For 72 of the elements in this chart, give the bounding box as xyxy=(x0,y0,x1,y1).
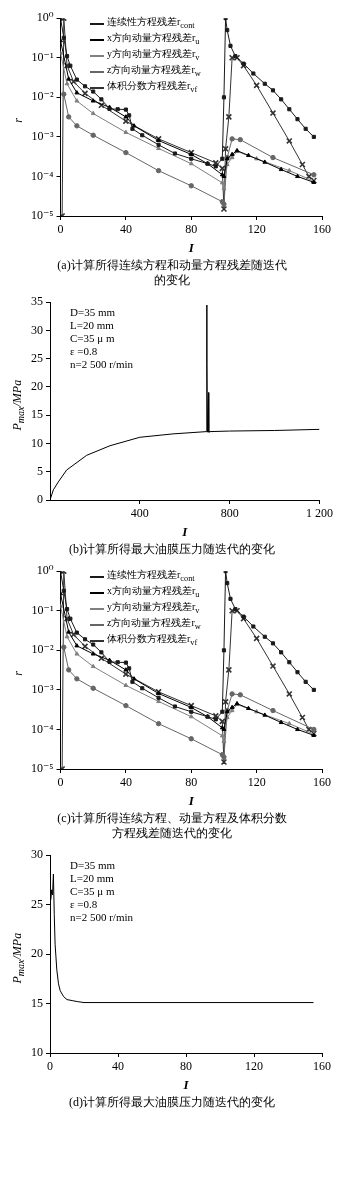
x-tick-label: 0 xyxy=(57,775,64,790)
annotation: D=35 mm xyxy=(70,859,116,872)
legend-label: 体积分数方程残差r$_{vf}$ xyxy=(107,633,198,649)
legend-label: 连续性方程残差r$_{cont}$ xyxy=(107,569,195,585)
legend-label: z方向动量方程残差r$_{w}$ xyxy=(107,617,201,633)
legend-label: y方向动量方程残差r$_{v}$ xyxy=(107,601,200,617)
x-tick-label: 120 xyxy=(245,1059,263,1074)
y-tick-label: 10 xyxy=(31,435,43,450)
x-tick-label: 80 xyxy=(185,775,198,790)
x-tick-label: 800 xyxy=(220,506,239,521)
y-tick-label: 10⁻⁵ xyxy=(30,208,54,223)
y-tick-label: 10⁰ xyxy=(36,563,54,578)
y-tick-label: 30 xyxy=(31,847,43,862)
x-tick-label: 40 xyxy=(119,222,132,237)
y-tick-label: 25 xyxy=(31,350,43,365)
text: (d)计算所得最大油膜压力随迭代的变化 xyxy=(68,1095,276,1110)
x-tick-label: 160 xyxy=(313,775,331,790)
x-tick-label: 120 xyxy=(247,222,266,237)
x-tick-label: 1 200 xyxy=(306,506,333,521)
x-axis-title: I xyxy=(187,792,195,808)
x-tick-label: 160 xyxy=(313,1059,331,1074)
y-tick-label: 10⁻² xyxy=(31,642,54,657)
x-tick-label: 80 xyxy=(180,1059,192,1074)
y-tick-label: 10⁰ xyxy=(36,10,54,25)
annotation: D=35 mm xyxy=(70,306,116,319)
text: (a)计算所得连续方程和动量方程残差随迭代的变化 xyxy=(57,258,287,288)
y-tick-label: 10⁻¹ xyxy=(31,602,54,617)
y-tick-label: 0 xyxy=(37,492,43,507)
annotation: L=20 mm xyxy=(70,319,115,332)
y-tick-label: 15 xyxy=(31,407,43,422)
annotation: n=2 500 r/min xyxy=(70,358,134,371)
y-tick-label: 10 xyxy=(31,1045,43,1060)
x-tick-label: 40 xyxy=(112,1059,124,1074)
legend-label: x方向动量方程残差r$_{u}$ xyxy=(107,32,200,48)
x-axis-title: I xyxy=(187,239,195,255)
y-tick-label: 35 xyxy=(31,294,43,309)
x-axis-title: I xyxy=(181,523,189,539)
y-tick-label: 10⁻³ xyxy=(31,682,54,697)
text: (c)计算所得连续方程、动量方程及体积分数方程残差随迭代的变化 xyxy=(57,811,287,841)
y-tick-label: 25 xyxy=(31,896,43,911)
annotation: C=35 μ m xyxy=(70,885,116,898)
y-tick-label: 10⁻⁴ xyxy=(30,721,54,736)
y-axis-title: r xyxy=(10,117,26,125)
y-axis-title: r xyxy=(10,670,26,678)
y-tick-label: 5 xyxy=(37,463,43,478)
annotation: ε =0.8 xyxy=(70,898,99,911)
legend-label: 体积分数方程残差r$_{vf}$ xyxy=(107,80,198,96)
text: (b)计算所得最大油膜压力随迭代的变化 xyxy=(68,542,276,557)
legend-label: y方向动量方程残差r$_{v}$ xyxy=(107,48,200,64)
legend-label: x方向动量方程残差r$_{u}$ xyxy=(107,585,200,601)
y-tick-label: 10⁻⁴ xyxy=(30,168,54,183)
legend-label: z方向动量方程残差r$_{w}$ xyxy=(107,64,201,80)
annotation: n=2 500 r/min xyxy=(70,911,134,924)
y-tick-label: 15 xyxy=(31,995,43,1010)
x-tick-label: 120 xyxy=(247,775,266,790)
annotation: C=35 μ m xyxy=(70,332,116,345)
x-tick-label: 80 xyxy=(185,222,198,237)
x-tick-label: 400 xyxy=(130,506,149,521)
y-tick-label: 30 xyxy=(31,322,43,337)
legend-label: 连续性方程残差r$_{cont}$ xyxy=(107,16,195,32)
x-axis-title: I xyxy=(182,1076,190,1092)
x-tick-label: 40 xyxy=(119,775,132,790)
y-tick-label: 10⁻³ xyxy=(31,129,54,144)
x-tick-label: 0 xyxy=(57,222,64,237)
x-tick-label: 160 xyxy=(313,222,331,237)
y-tick-label: 10⁻¹ xyxy=(31,49,54,64)
y-tick-label: 10⁻⁵ xyxy=(30,761,54,776)
y-tick-label: 20 xyxy=(31,379,43,394)
y-tick-label: 20 xyxy=(31,946,43,961)
annotation: ε =0.8 xyxy=(70,345,99,358)
annotation: L=20 mm xyxy=(70,872,115,885)
y-tick-label: 10⁻² xyxy=(31,89,54,104)
